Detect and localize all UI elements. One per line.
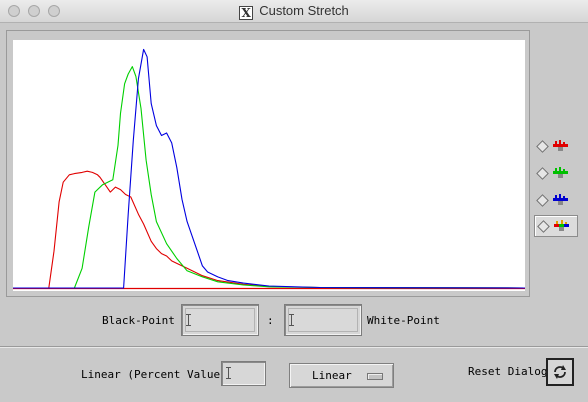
- reset-dialog-button[interactable]: [546, 358, 574, 386]
- blue-channel-icon: [553, 194, 568, 205]
- histogram-series-0: [13, 170, 525, 289]
- diamond-radio-icon: [536, 167, 549, 180]
- diamond-radio-icon: [536, 194, 549, 207]
- close-button[interactable]: [8, 5, 20, 17]
- histogram-plot[interactable]: [13, 40, 525, 291]
- window-title: Custom Stretch: [259, 3, 349, 18]
- white-point-label: White-Point: [367, 314, 440, 327]
- title-bar: X Custom Stretch: [0, 0, 588, 23]
- text-cursor-icon: [226, 367, 232, 379]
- refresh-icon: [554, 365, 566, 379]
- black-point-field[interactable]: [181, 304, 259, 336]
- divider: [0, 346, 588, 348]
- stretch-type-dropdown[interactable]: Linear: [289, 363, 394, 388]
- zoom-button[interactable]: [48, 5, 60, 17]
- x11-logo-icon: X: [239, 6, 254, 20]
- range-separator: :: [267, 314, 274, 327]
- reset-dialog-label: Reset Dialog: [468, 365, 548, 378]
- blue-channel-button[interactable]: [534, 190, 578, 212]
- histogram-series-2: [13, 48, 525, 289]
- minimize-button[interactable]: [28, 5, 40, 17]
- diamond-radio-icon: [536, 140, 549, 153]
- linear-percent-field[interactable]: [221, 361, 266, 386]
- rgb-channel-button[interactable]: [534, 215, 578, 237]
- text-cursor-icon: [289, 314, 295, 326]
- stretch-type-value: Linear: [312, 369, 352, 382]
- green-channel-icon: [553, 167, 568, 178]
- white-point-field[interactable]: [284, 304, 362, 336]
- linear-percent-label: Linear (Percent Value): [81, 368, 227, 381]
- text-cursor-icon: [186, 314, 192, 326]
- diamond-radio-icon: [537, 220, 550, 233]
- dropdown-indicator-icon: [367, 373, 383, 380]
- green-channel-button[interactable]: [534, 163, 578, 185]
- rgb-channel-icon: [554, 220, 569, 231]
- red-channel-button[interactable]: [534, 136, 578, 158]
- red-channel-icon: [553, 140, 568, 151]
- black-point-label: Black-Point: [102, 314, 175, 327]
- histogram-series-1: [13, 66, 525, 289]
